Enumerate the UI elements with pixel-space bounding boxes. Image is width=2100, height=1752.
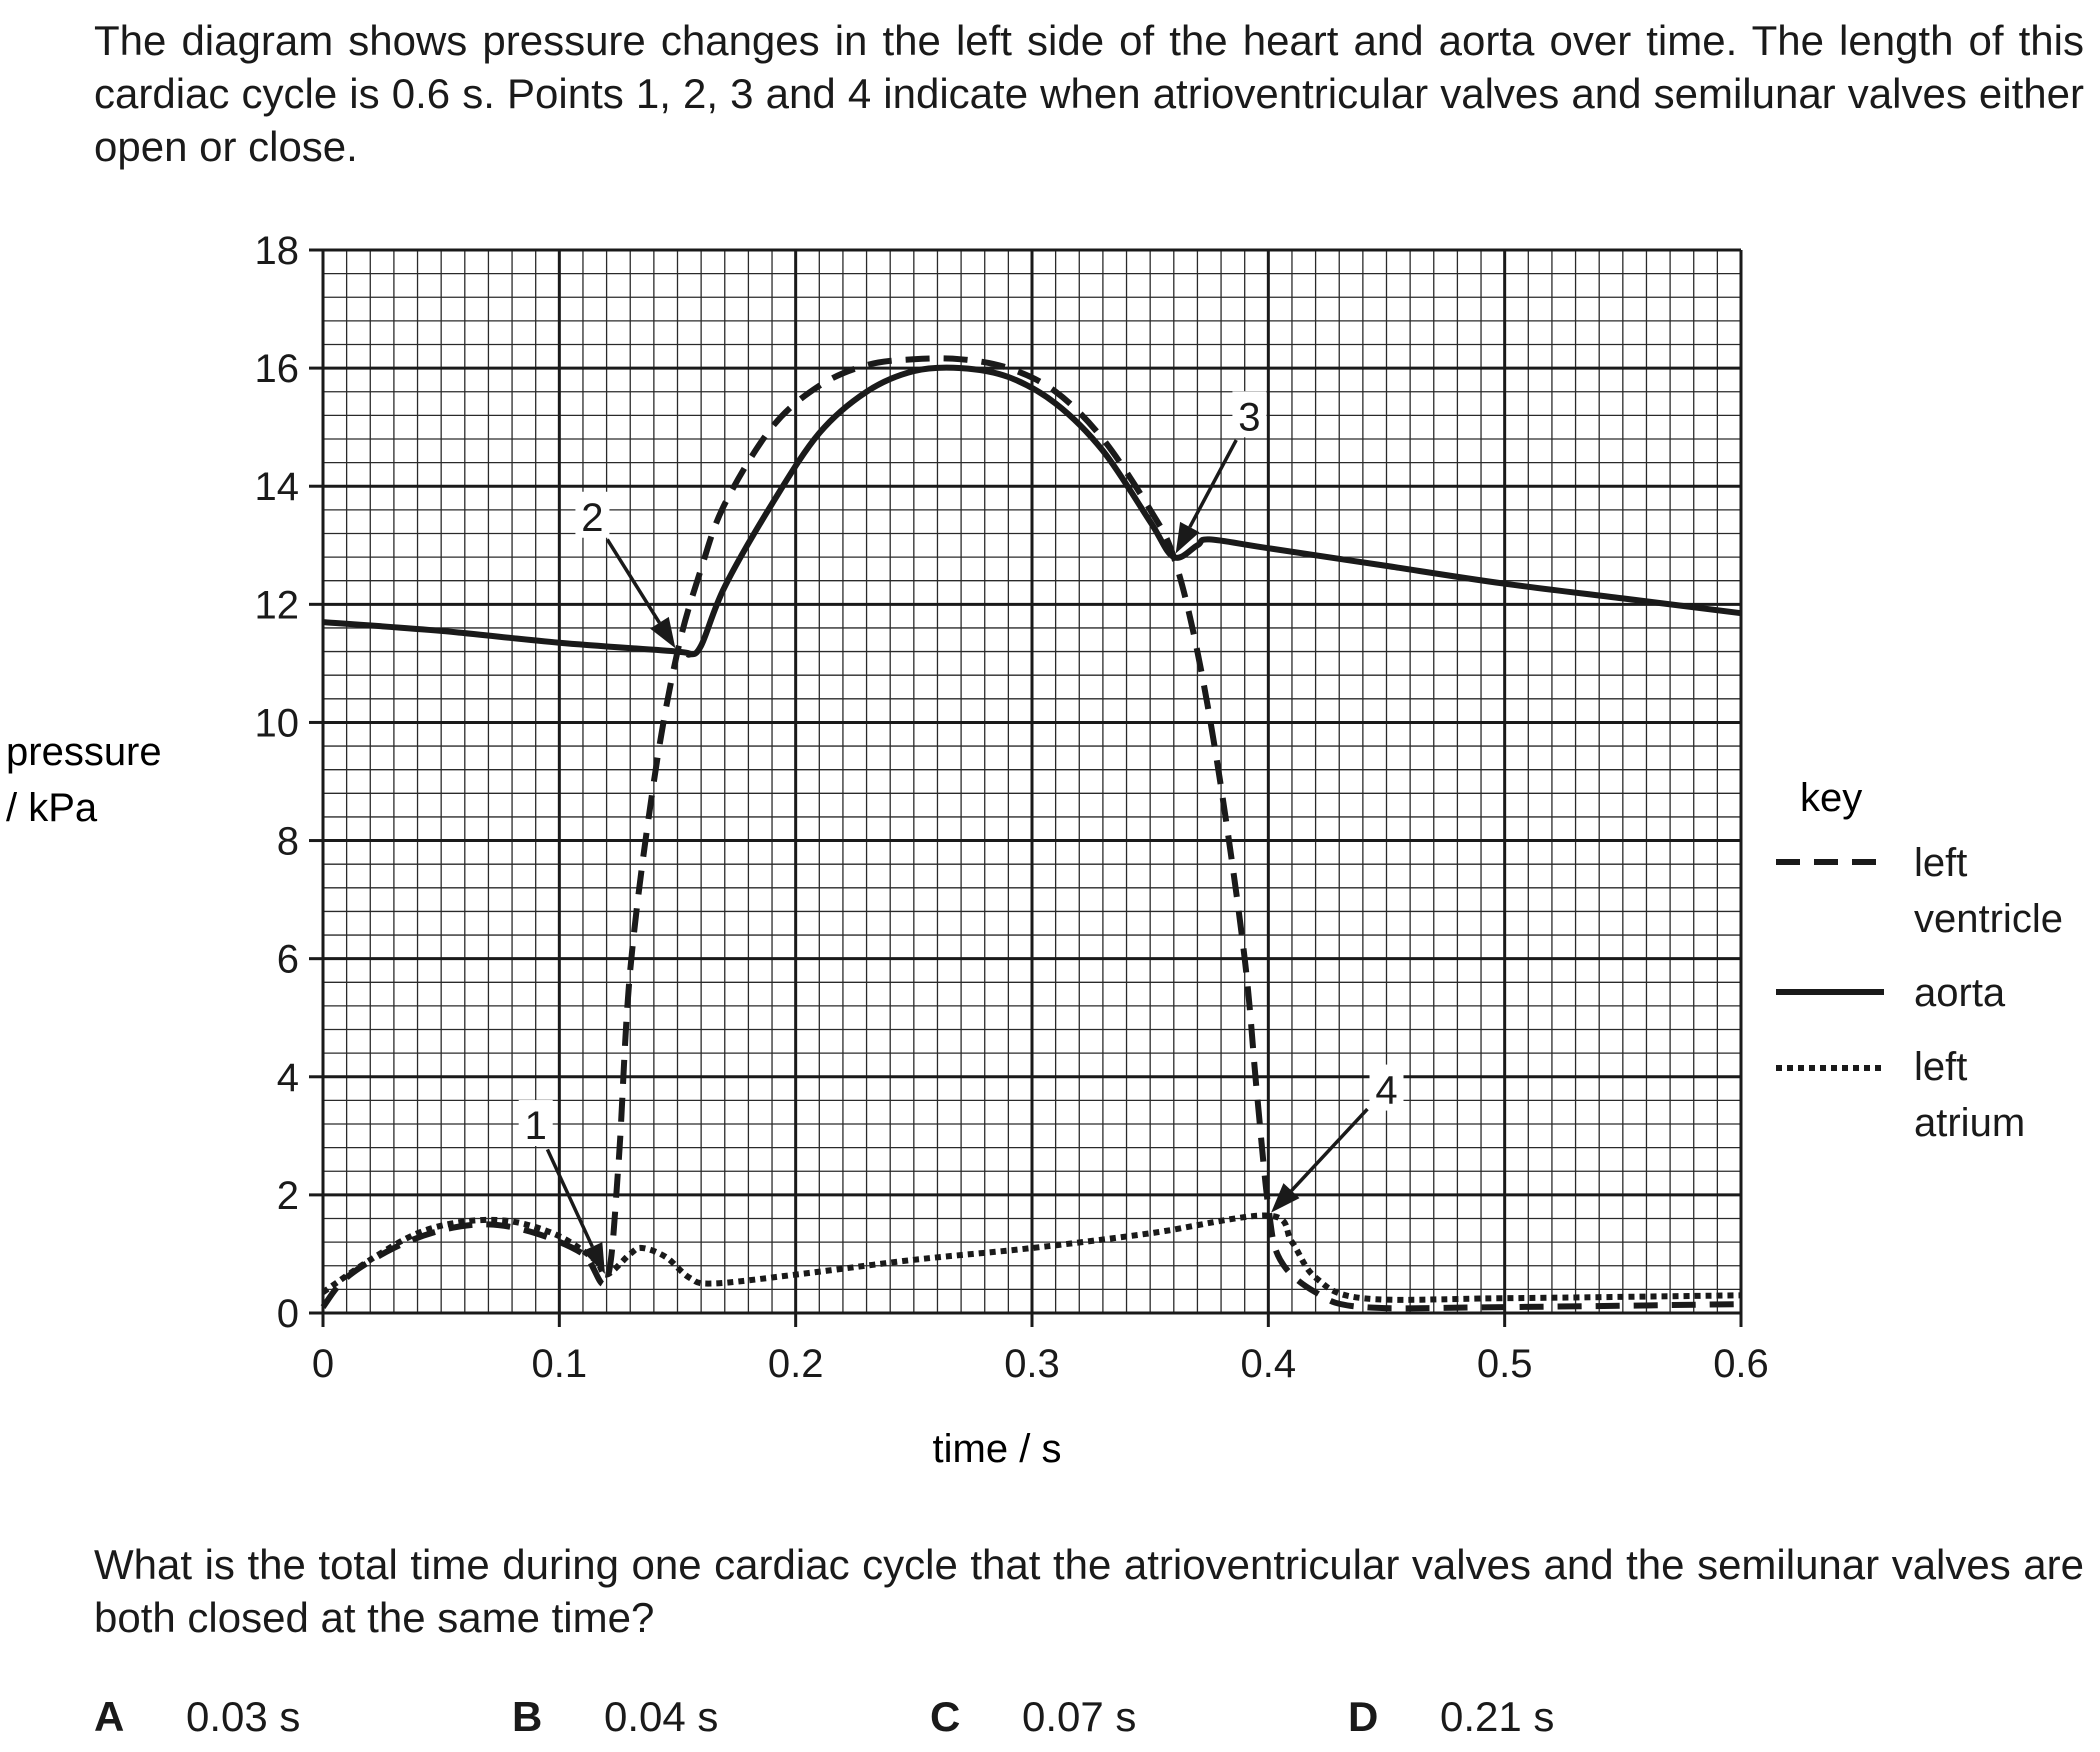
series-line-aorta (322, 364, 1742, 658)
y-tick-label: 2 (277, 1174, 299, 1218)
annotation-label-bg-1 (518, 1100, 553, 1147)
legend-label: ventricle (1914, 897, 2063, 941)
x-tick-label: 0.2 (768, 1342, 824, 1386)
y-tick-label: 16 (255, 347, 300, 391)
x-tick-label: 0.5 (1477, 1342, 1533, 1386)
series-line-left-atrium (321, 1212, 1742, 1303)
option-c-value: 0.07 s (1022, 1693, 1137, 1740)
annotation-arrowhead-2 (650, 616, 676, 649)
series-line-left-ventricle (320, 355, 1742, 1312)
annotation-arrow-3 (1188, 439, 1238, 528)
annotation-label-1: 1 (525, 1104, 547, 1148)
annotations-layer: 1 2 3 4 (518, 391, 1404, 1274)
y-tick-label: 10 (255, 701, 300, 745)
legend-label: atrium (1914, 1101, 2025, 1145)
option-b-value: 0.04 s (604, 1693, 719, 1740)
y-axis-label-line1: pressure (6, 730, 162, 774)
legend-label: left (1914, 1045, 1967, 1089)
annotation-label-4: 4 (1375, 1069, 1397, 1113)
x-tick-label: 0.3 (1004, 1342, 1060, 1386)
axis-ticks (309, 248, 1743, 1327)
option-b-letter: B (512, 1693, 543, 1740)
annotation-label-bg-3 (1232, 391, 1267, 438)
option-d-value: 0.21 s (1440, 1693, 1555, 1740)
grid-major (321, 248, 1743, 1315)
y-tick-label: 8 (277, 820, 299, 864)
y-tick-label: 14 (255, 465, 300, 509)
x-axis-label: time / s (933, 1427, 1062, 1471)
annotation-arrow-4 (1290, 1107, 1369, 1192)
annotation-label-3: 3 (1238, 395, 1260, 439)
y-tick-label: 4 (277, 1056, 299, 1100)
series-layer (320, 355, 1742, 1312)
y-tick-label: 6 (277, 938, 299, 982)
intro-paragraph: The diagram shows pressure changes in th… (94, 17, 2084, 170)
annotation-label-bg-4 (1369, 1064, 1404, 1111)
x-tick-label: 0 (312, 1342, 334, 1386)
option-d[interactable]: D 0.21 s (1348, 1692, 1554, 1742)
y-axis-label-line2: / kPa (6, 786, 98, 830)
annotation-arrowhead-3 (1175, 521, 1200, 554)
option-c[interactable]: C 0.07 s (930, 1692, 1136, 1742)
y-tick-label: 12 (255, 583, 300, 627)
annotation-arrow-2 (605, 538, 661, 624)
option-c-letter: C (930, 1693, 961, 1740)
option-a-letter: A (94, 1693, 125, 1740)
legend: key left ventricle aorta left atrium (1776, 776, 2063, 1145)
option-a-value: 0.03 s (186, 1693, 301, 1740)
question-paragraph: What is the total time during one cardia… (94, 1541, 2084, 1641)
option-b[interactable]: B 0.04 s (512, 1692, 718, 1742)
x-tick-label: 0.1 (532, 1342, 588, 1386)
legend-label: left (1914, 841, 1967, 885)
legend-title: key (1800, 776, 1862, 820)
annotation-label-2: 2 (581, 496, 603, 540)
y-tick-label: 0 (277, 1292, 299, 1336)
annotation-arrow-1 (545, 1148, 594, 1248)
legend-label: aorta (1914, 971, 2006, 1015)
x-tick-label: 0.4 (1241, 1342, 1297, 1386)
y-tick-label: 18 (255, 229, 300, 273)
option-d-letter: D (1348, 1693, 1379, 1740)
annotation-arrowhead-4 (1271, 1183, 1300, 1213)
option-a[interactable]: A 0.03 s (94, 1692, 300, 1742)
annotation-arrowhead-1 (582, 1242, 605, 1274)
x-tick-label: 0.6 (1713, 1342, 1769, 1386)
annotation-label-bg-2 (575, 491, 610, 538)
